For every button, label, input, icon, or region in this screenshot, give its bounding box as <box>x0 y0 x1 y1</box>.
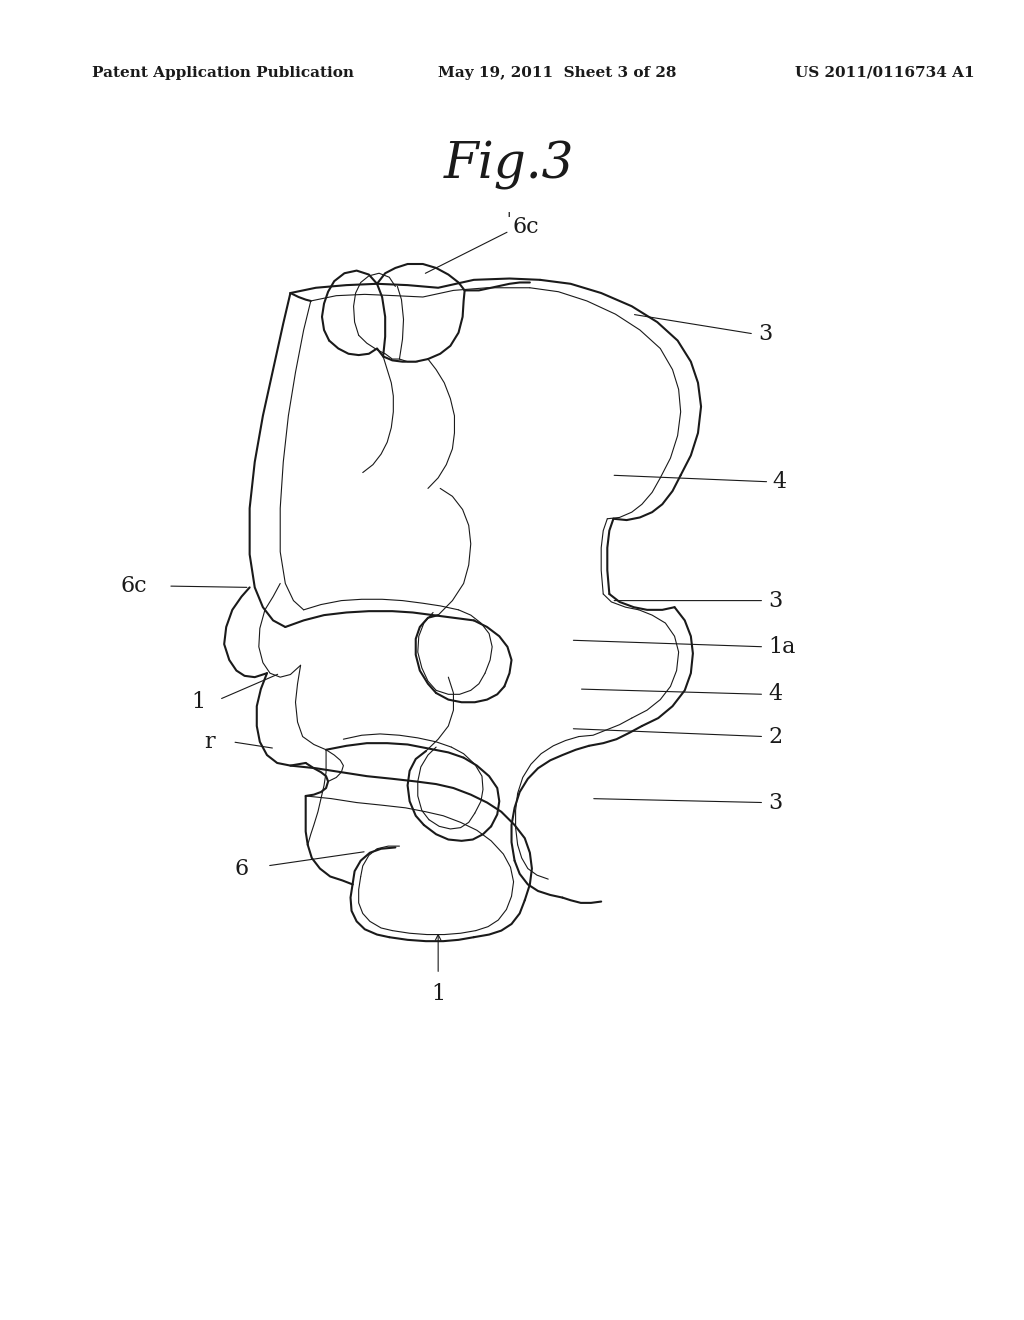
Text: May 19, 2011  Sheet 3 of 28: May 19, 2011 Sheet 3 of 28 <box>438 66 677 79</box>
Text: 6c: 6c <box>120 576 146 597</box>
Text: US 2011/0116734 A1: US 2011/0116734 A1 <box>795 66 975 79</box>
Text: 3: 3 <box>768 590 782 611</box>
Text: 1: 1 <box>191 692 206 713</box>
Text: 4: 4 <box>768 684 782 705</box>
Text: Patent Application Publication: Patent Application Publication <box>92 66 353 79</box>
Text: 4: 4 <box>772 471 786 492</box>
Text: Fig.3: Fig.3 <box>444 140 574 190</box>
Text: 1: 1 <box>431 983 445 1006</box>
Text: 6: 6 <box>234 858 249 879</box>
Text: 6c: 6c <box>513 216 540 238</box>
Text: r: r <box>204 731 214 752</box>
Text: 2: 2 <box>768 726 782 747</box>
Text: 1a: 1a <box>768 636 796 657</box>
Text: ': ' <box>507 211 511 227</box>
Text: 3: 3 <box>768 792 782 813</box>
Text: 3: 3 <box>758 323 772 345</box>
